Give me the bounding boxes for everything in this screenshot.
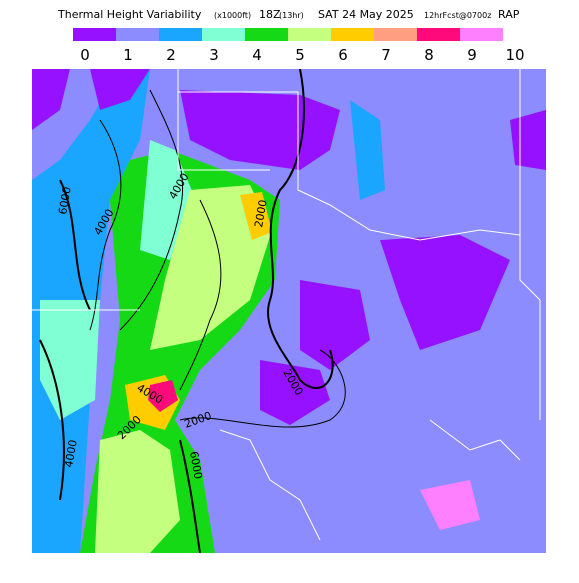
borders	[32, 69, 541, 541]
region	[300, 280, 370, 370]
colorbar-label: 0	[80, 46, 90, 64]
region	[240, 192, 272, 240]
colorbar-label: 6	[338, 46, 348, 64]
region	[148, 380, 178, 412]
region	[150, 185, 272, 350]
colorbar-label: 9	[467, 46, 477, 64]
colorbar-swatch	[288, 28, 331, 41]
region	[350, 100, 385, 200]
date: SAT 24 May 2025	[318, 8, 414, 21]
colorbar-label: 1	[123, 46, 133, 64]
title: Thermal Height Variability	[57, 8, 202, 21]
colorbar: 0 1 2 3 4 5 6 7 8 9 10	[73, 28, 525, 64]
colorbar-label: 10	[505, 46, 524, 64]
units: (x1000ft)	[214, 11, 251, 20]
colorbar-label: 7	[381, 46, 391, 64]
region	[260, 360, 330, 425]
colorbar-swatch	[374, 28, 417, 41]
colorbar-swatch	[202, 28, 245, 41]
colorbar-label: 5	[295, 46, 305, 64]
region	[32, 69, 70, 130]
contour-label: 2000	[252, 199, 270, 229]
colorbar-label: 2	[166, 46, 176, 64]
valid-time: 18Z	[259, 8, 281, 21]
colorbar-label: 8	[424, 46, 434, 64]
contour-label: 6000	[56, 186, 74, 216]
colorbar-label: 3	[209, 46, 219, 64]
map: 6000 4000 4000 2000 2000 4000 2000 4000 …	[32, 69, 546, 553]
colorbar-label: 4	[252, 46, 262, 64]
region	[40, 300, 100, 420]
region	[90, 69, 150, 110]
colorbar-swatch	[417, 28, 460, 41]
region	[380, 235, 510, 350]
lead-time: (13hr)	[279, 11, 304, 20]
contour-label: 6000	[187, 450, 205, 480]
colorbar-swatch	[159, 28, 202, 41]
contours	[39, 69, 346, 553]
colorbar-swatch	[245, 28, 288, 41]
region	[510, 110, 546, 170]
model: RAP	[498, 8, 520, 21]
region	[95, 430, 180, 553]
colorbar-swatch	[460, 28, 503, 41]
colorbar-swatch	[116, 28, 159, 41]
colorbar-swatch	[73, 28, 116, 41]
colorbar-swatch	[331, 28, 374, 41]
region	[420, 480, 480, 530]
contour-label: 4000	[62, 439, 80, 469]
forecast: 12hrFcst@0700z	[424, 11, 491, 20]
